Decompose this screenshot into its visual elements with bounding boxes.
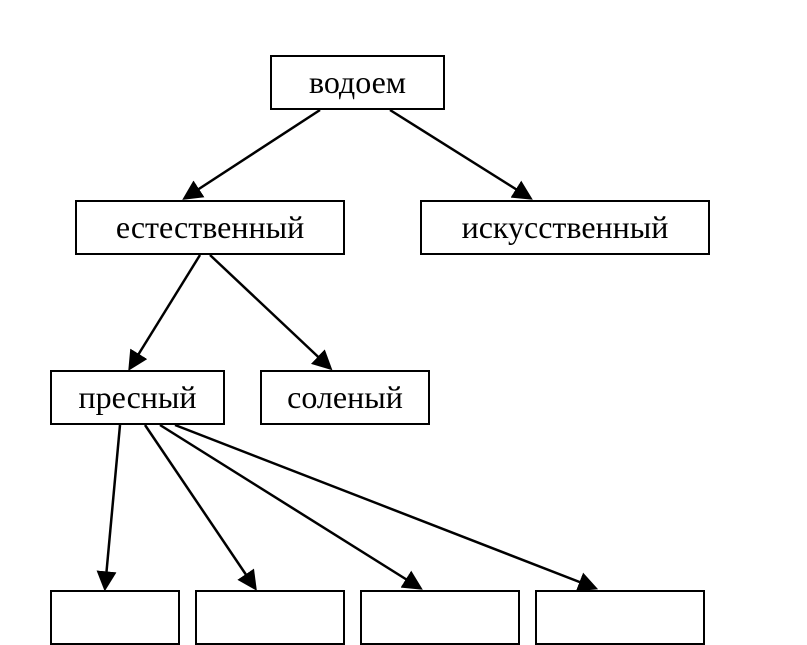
node-leaf-1	[50, 590, 180, 645]
node-natural-label: естественный	[116, 209, 304, 246]
node-root: водоем	[270, 55, 445, 110]
node-artificial: искусственный	[420, 200, 710, 255]
edge	[210, 255, 330, 368]
node-fresh-label: пресный	[78, 379, 196, 416]
edge	[175, 425, 595, 588]
node-leaf-3	[360, 590, 520, 645]
edge	[105, 425, 120, 588]
edge	[390, 110, 530, 198]
node-fresh: пресный	[50, 370, 225, 425]
edge	[145, 425, 255, 588]
edge	[160, 425, 420, 588]
edge	[185, 110, 320, 198]
node-root-label: водоем	[309, 64, 406, 101]
node-artificial-label: искусственный	[462, 209, 669, 246]
edge	[130, 255, 200, 368]
node-leaf-2	[195, 590, 345, 645]
node-salty-label: соленый	[287, 379, 403, 416]
node-salty: соленый	[260, 370, 430, 425]
node-leaf-4	[535, 590, 705, 645]
node-natural: естественный	[75, 200, 345, 255]
